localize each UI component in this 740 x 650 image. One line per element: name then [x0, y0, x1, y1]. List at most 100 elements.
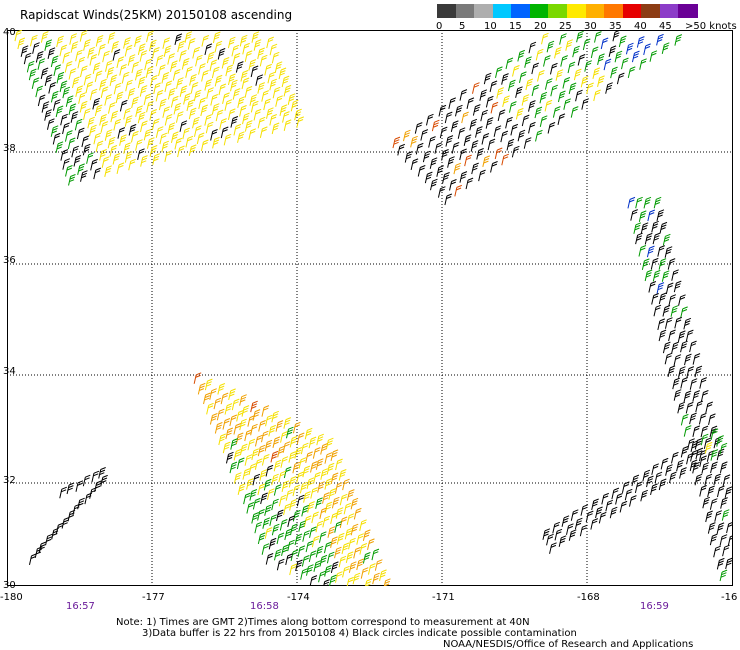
- wind-barb: [92, 62, 101, 74]
- wind-barb: [353, 507, 362, 520]
- wind-barb: [295, 559, 303, 572]
- wind-barb: [186, 99, 195, 112]
- wind-barb: [233, 123, 242, 136]
- wind-barb: [32, 42, 40, 54]
- wind-barb: [710, 428, 719, 440]
- wind-barb: [227, 36, 236, 49]
- wind-barb: [667, 258, 676, 270]
- wind-barb: [367, 563, 376, 575]
- wind-barb: [324, 452, 333, 464]
- wind-barb: [23, 52, 32, 65]
- wind-barb: [348, 537, 356, 550]
- wind-barb: [523, 137, 532, 149]
- wind-barb: [179, 120, 188, 132]
- wind-barb: [300, 568, 308, 580]
- wind-barb: [102, 50, 110, 63]
- wind-barb: [403, 129, 411, 142]
- wind-barb: [671, 269, 679, 281]
- wind-barb: [37, 94, 46, 107]
- wind-barb: [652, 232, 661, 245]
- wind-barb: [269, 78, 277, 91]
- wind-barb: [461, 111, 469, 124]
- wind-barb: [677, 330, 686, 343]
- wind-barb: [552, 521, 560, 534]
- wind-barb: [59, 80, 68, 93]
- wind-barb: [493, 125, 502, 137]
- wind-barb: [315, 545, 324, 558]
- wind-barb: [661, 270, 670, 282]
- wind-barb: [87, 116, 95, 129]
- wind-barb: [563, 98, 571, 110]
- wind-barb: [322, 515, 330, 528]
- wind-barb: [531, 84, 540, 97]
- wind-barb: [330, 512, 338, 525]
- wind-barb: [68, 68, 77, 80]
- wind-barb: [235, 61, 244, 73]
- wind-barb: [280, 456, 289, 468]
- wind-barb: [282, 441, 291, 453]
- wind-barb: [644, 232, 653, 245]
- scale-swatch: [678, 4, 698, 18]
- wind-barb: [431, 119, 440, 132]
- wind-barb: [615, 493, 623, 505]
- wind-barb: [163, 45, 172, 57]
- wind-barb: [248, 463, 257, 475]
- wind-barb: [204, 79, 213, 91]
- wind-barb: [525, 78, 534, 91]
- wind-barb: [621, 481, 630, 493]
- wind-barb: [20, 45, 29, 57]
- wind-barb: [644, 269, 653, 282]
- wind-barb: [94, 70, 103, 83]
- wind-barb: [83, 108, 91, 120]
- wind-barb: [149, 109, 157, 121]
- wind-barb: [719, 569, 728, 582]
- wind-barb: [639, 58, 647, 70]
- wind-barb: [271, 410, 279, 423]
- wind-barb: [112, 153, 121, 165]
- wind-barb: [116, 56, 125, 68]
- wind-barb: [303, 491, 311, 503]
- wind-barb: [283, 503, 291, 516]
- wind-barb: [40, 31, 49, 43]
- wind-barb: [282, 111, 290, 123]
- wind-barb: [725, 557, 733, 570]
- wind-barb: [719, 461, 728, 473]
- wind-barb: [294, 447, 303, 459]
- wind-barb: [463, 134, 472, 146]
- wind-barb: [26, 60, 35, 73]
- wind-barb: [318, 531, 327, 543]
- wind-barb: [668, 471, 677, 484]
- wind-barb: [531, 62, 539, 75]
- wind-barb: [64, 61, 73, 73]
- wind-barb: [404, 151, 413, 163]
- wind-barb: [322, 492, 330, 504]
- lat-label-32: 32: [3, 475, 16, 486]
- wind-barb: [31, 77, 40, 89]
- wind-barb: [203, 392, 211, 405]
- wind-barb: [610, 66, 618, 79]
- wind-barb: [158, 64, 166, 77]
- wind-barb: [584, 60, 592, 72]
- wind-barb: [279, 104, 288, 116]
- wind-barb: [146, 100, 154, 113]
- lon-label-minus-177: -177: [142, 592, 165, 603]
- scale-swatch: [622, 4, 642, 18]
- wind-barb: [164, 150, 173, 162]
- wind-barb: [689, 412, 697, 425]
- wind-barb: [261, 405, 270, 417]
- wind-barb: [310, 487, 318, 499]
- wind-barb: [576, 30, 584, 43]
- wind-barb: [155, 54, 164, 67]
- wind-barb: [671, 451, 679, 464]
- wind-barb: [151, 47, 160, 59]
- wind-barb: [362, 529, 371, 542]
- lat-label-38: 38: [3, 143, 16, 154]
- wind-barb: [716, 448, 725, 461]
- wind-barb: [539, 115, 548, 127]
- scale-label-15: 15: [509, 21, 522, 32]
- wind-barb: [707, 522, 716, 534]
- wind-barb: [559, 33, 567, 45]
- wind-barb: [331, 496, 340, 509]
- wind-barb: [204, 114, 212, 126]
- wind-barb: [716, 522, 725, 535]
